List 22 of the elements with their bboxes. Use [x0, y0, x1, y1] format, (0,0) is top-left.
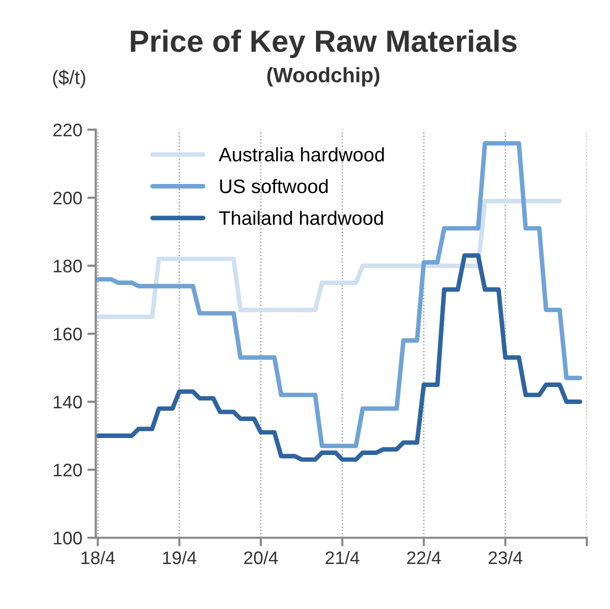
y-tick-label: 120 — [54, 464, 82, 476]
line-series — [96, 253, 582, 462]
y-tick-label: 100 — [54, 532, 82, 544]
x-tick-label: 21/4 — [326, 550, 360, 564]
y-axis-title: ($/t) — [53, 70, 86, 88]
y-tick-label: 220 — [53, 124, 82, 136]
legend-label: Australia hardwood — [218, 147, 384, 162]
legend-label: US softwood — [220, 178, 328, 194]
chart-subtitle: (Woodchip) — [267, 67, 380, 87]
x-tick-label: 19/4 — [163, 550, 196, 564]
line-series — [96, 141, 582, 448]
legend-label: Thailand hardwood — [219, 210, 383, 225]
y-tick-label: 140 — [54, 396, 82, 408]
y-tick-label: 160 — [54, 328, 82, 340]
y-tick-label: 200 — [53, 192, 82, 204]
x-tick-label: 22/4 — [407, 550, 441, 564]
chart-title: Price of Key Raw Materials — [130, 30, 517, 58]
line-series — [96, 198, 562, 319]
x-tick-label: 18/4 — [82, 550, 115, 564]
x-tick-label: 23/4 — [488, 550, 522, 564]
y-tick-label: 180 — [54, 260, 82, 272]
x-tick-label: 20/4 — [244, 550, 278, 564]
